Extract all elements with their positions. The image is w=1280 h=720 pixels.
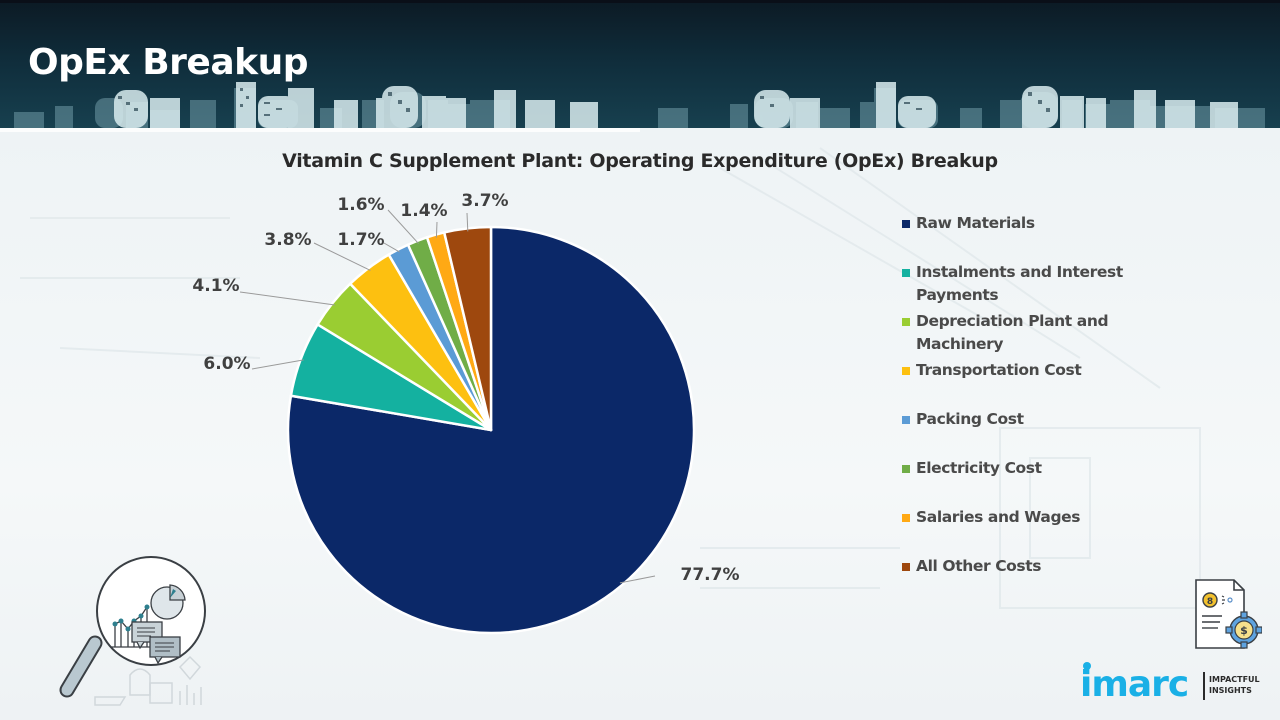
leader-line <box>619 575 656 584</box>
data-label: 3.7% <box>461 191 508 211</box>
pie-slices <box>286 225 696 635</box>
chart-title: Vitamin C Supplement Plant: Operating Ex… <box>0 150 1280 172</box>
legend-item: Salaries and Wages <box>902 506 1142 529</box>
legend-label: Payments <box>916 286 999 304</box>
leader-line <box>313 242 371 271</box>
legend-swatch <box>902 563 910 571</box>
magnifier-analytics-icon <box>59 556 206 706</box>
legend-item: Depreciation Plant and Machinery <box>902 310 1142 356</box>
header-top-line <box>0 0 1280 3</box>
data-label: 1.4% <box>400 201 447 221</box>
imarc-logo: imarc IMPACTFUL INSIGHTS <box>1080 662 1260 705</box>
legend-item: Transportation Cost <box>902 359 1142 382</box>
data-label: 1.6% <box>337 195 384 215</box>
page-title: OpEx Breakup <box>28 42 308 83</box>
leader-line <box>466 212 469 232</box>
legend-label: Raw Materials <box>916 214 1035 232</box>
document-cost-gear-icon: 8 $ <box>1195 579 1262 649</box>
legend-swatch <box>902 220 910 228</box>
legend-item: All Other Costs <box>902 555 1142 578</box>
pie-leader-lines <box>239 209 656 584</box>
legend-label: Electricity Cost <box>916 459 1042 477</box>
leader-line <box>239 291 335 306</box>
header-banner: OpEx Breakup <box>0 0 1280 128</box>
legend-label: All Other Costs <box>916 557 1042 575</box>
legend-swatch <box>902 514 910 522</box>
legend-item: Raw Materials <box>902 212 1142 235</box>
chart-title-text: Vitamin C Supplement Plant: Operating Ex… <box>282 150 998 172</box>
legend-label: Machinery <box>916 335 1004 353</box>
pie-data-labels: 77.7% 6.0% 4.1% 3.8% 1.7% 1.6% 1.4% 3.7% <box>192 191 739 585</box>
data-label: 1.7% <box>337 230 384 250</box>
legend-label: Instalments and Interest <box>916 263 1123 281</box>
logo-brand-text: imarc <box>1080 664 1188 705</box>
leader-line <box>251 359 304 370</box>
legend-item: Electricity Cost <box>902 457 1142 480</box>
leader-line <box>383 242 400 253</box>
legend-swatch <box>902 318 910 326</box>
data-label: 4.1% <box>192 276 239 296</box>
legend-swatch <box>902 465 910 473</box>
legend-swatch <box>902 269 910 277</box>
leader-line <box>435 221 438 238</box>
legend-label: Depreciation Plant and <box>916 312 1109 330</box>
data-label: 3.8% <box>264 230 311 250</box>
legend-item: Packing Cost <box>902 408 1142 431</box>
legend-label: Salaries and Wages <box>916 508 1081 526</box>
logo-tagline-1: IMPACTFUL <box>1209 675 1260 684</box>
svg-text:8: 8 <box>1207 597 1213 607</box>
logo-tagline-2: INSIGHTS <box>1209 686 1252 695</box>
data-label: 77.7% <box>681 565 740 585</box>
data-label: 6.0% <box>203 354 250 374</box>
legend-swatch <box>902 367 910 375</box>
svg-text:$: $ <box>1240 624 1248 637</box>
legend-swatch <box>902 416 910 424</box>
legend-item: Instalments and Interest Payments <box>902 261 1142 307</box>
leader-line <box>387 209 419 244</box>
legend-label: Packing Cost <box>916 410 1024 428</box>
faded-factory-background <box>0 128 1201 609</box>
city-skyline-decoration <box>14 82 1265 128</box>
legend-label: Transportation Cost <box>916 361 1082 379</box>
